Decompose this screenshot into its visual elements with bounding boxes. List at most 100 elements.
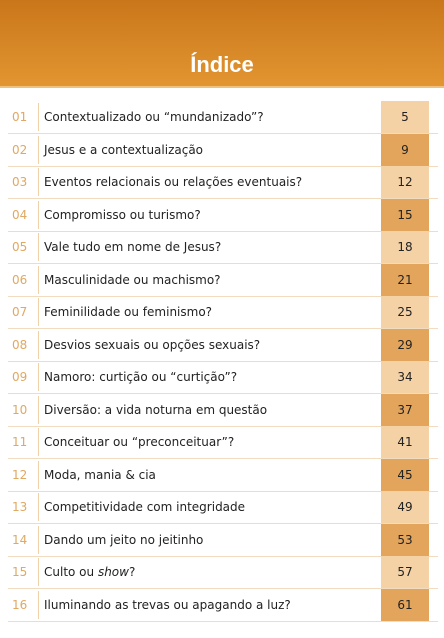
chapter-title: Compromisso ou turismo? [44,207,201,222]
title-part: show [97,565,129,579]
header-title: Índice [190,52,254,77]
chapter-number: 12 [12,467,28,482]
chapter-number: 11 [12,435,28,449]
page-number: 12 [381,166,429,198]
chapter-number: 01 [12,110,28,124]
chapter-title: Iluminando as trevas ou apagando a luz? [44,597,291,612]
chapter-title: Jesus e a contextualização [44,142,204,157]
page-number: 57 [381,556,429,588]
chapter-number: 16 [12,597,28,612]
header: Índice [0,0,444,88]
divider [38,590,39,619]
divider [38,460,39,489]
chapter-title: Diversão: a vida noturna em questão [44,402,268,417]
page-number: 5 [381,101,429,133]
title-part: ? [128,565,136,579]
chapter-title: Desvios sexuais ou opções sexuais? [44,337,261,352]
page-number: 34 [381,361,429,393]
chapter-title: Contextualizado ou “mundanizado”? [44,110,264,124]
page-number: 49 [381,491,429,523]
divider [38,428,39,456]
row-separator [8,133,438,134]
divider [38,103,39,131]
chapter-number: 15 [12,565,28,579]
page-number: 25 [381,296,429,328]
row-separator [8,588,438,589]
divider [38,168,39,196]
toc-row: 10 Diversão: a vida noturna em questão 37 [0,393,444,427]
row-separator [8,523,438,524]
page-number: 21 [381,263,429,296]
chapter-number: 02 [12,142,28,157]
chapter-title: Moda, mania & cia [44,467,156,482]
toc-row: 07 Feminilidade ou feminismo? 25 [0,296,444,329]
page-number: 45 [381,458,429,491]
chapter-number: 07 [12,305,28,319]
toc-row: 06 Masculinidade ou machismo? 21 [0,263,444,297]
chapter-number: 08 [12,337,28,352]
chapter-title: Dando um jeito no jeitinho [44,532,204,547]
divider [38,493,39,521]
divider [38,200,39,229]
toc-row: 12 Moda, mania & cia 45 [0,458,444,492]
chapter-number: 10 [12,402,28,417]
divider [38,330,39,359]
toc-row: 09 Namoro: curtição ou “curtição”? 34 [0,361,444,394]
chapter-title: Vale tudo em nome de Jesus? [44,240,222,254]
title-part: Culto ou [44,565,98,579]
chapter-number: 05 [12,240,28,254]
divider [38,265,39,294]
page-number: 41 [381,426,429,458]
chapter-title: Eventos relacionais ou relações eventuai… [44,175,303,189]
chapter-title: Conceituar ou “preconceituar”? [44,435,235,449]
toc-row: 04 Compromisso ou turismo? 15 [0,198,444,232]
chapter-number: 06 [12,272,28,287]
chapter-title: Competitividade com integridade [44,500,246,514]
page-number: 61 [381,588,429,621]
toc-row: 03 Eventos relacionais ou relações eventu… [0,166,444,199]
row-separator [8,490,438,492]
divider [38,135,39,164]
page-number: 37 [381,393,429,426]
row-separator [8,198,438,199]
page-number: 53 [381,523,429,556]
row-separator [8,393,438,394]
divider [38,298,39,326]
chapter-number: 13 [12,500,28,514]
row-separator [8,458,438,459]
divider [38,525,39,554]
chapter-title: Feminilidade ou feminismo? [44,305,213,319]
row-separator [8,425,438,427]
page-number: 15 [381,198,429,231]
toc-row: 11 Conceituar ou “preconceituar”? 41 [0,426,444,459]
row-separator [8,230,438,232]
row-separator [8,295,438,297]
toc-row: 15 Culto ou show? 57 [0,556,444,589]
divider [38,363,39,391]
page-number: 18 [381,231,429,263]
row-separator [8,360,438,362]
divider [38,395,39,424]
page-number: 29 [381,328,429,361]
toc-row: 16 Iluminando as trevas ou apagando a luz… [0,588,444,622]
page-number: 9 [381,133,429,166]
chapter-title: Culto ou show? [44,556,135,588]
row-separator [8,555,438,557]
chapter-number: 04 [12,207,28,222]
row-separator [8,620,438,622]
row-separator [8,263,438,264]
divider [38,558,39,586]
chapter-title: Namoro: curtição ou “curtição”? [44,370,238,384]
toc-row: 08 Desvios sexuais ou opções sexuais? 29 [0,328,444,362]
toc-row: 13 Competitividade com integridade 49 [0,491,444,524]
toc-row: 02 Jesus e a contextualização 9 [0,133,444,167]
divider [38,233,39,261]
chapter-number: 03 [12,175,28,189]
row-separator [8,328,438,329]
toc-row: 01 Contextualizado ou “mundanizado”? 5 [0,101,444,134]
chapter-number: 09 [12,370,28,384]
chapter-title: Masculinidade ou machismo? [44,272,221,287]
row-separator [8,165,438,167]
chapter-number: 14 [12,532,28,547]
